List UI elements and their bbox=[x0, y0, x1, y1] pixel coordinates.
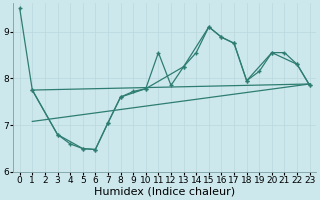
X-axis label: Humidex (Indice chaleur): Humidex (Indice chaleur) bbox=[94, 187, 235, 197]
